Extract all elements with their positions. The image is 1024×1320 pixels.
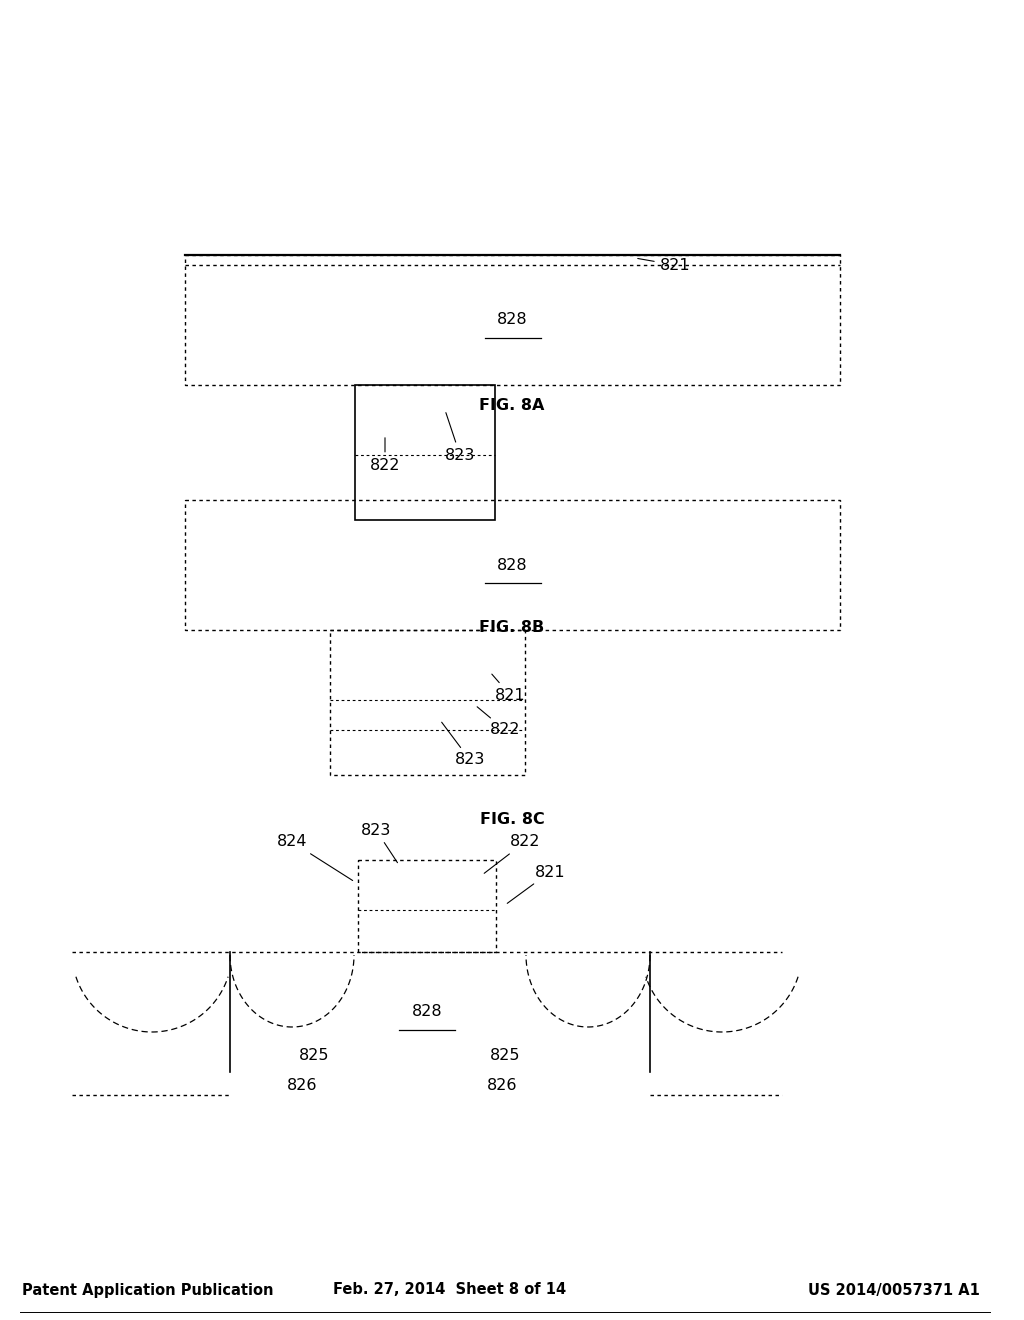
Text: 821: 821 (507, 865, 565, 903)
Text: FIG. 8B: FIG. 8B (479, 620, 545, 635)
Text: 826: 826 (287, 1077, 317, 1093)
Text: 823: 823 (441, 722, 485, 767)
Text: 822: 822 (370, 438, 400, 473)
Text: Patent Application Publication: Patent Application Publication (22, 1283, 273, 1298)
Text: 828: 828 (498, 557, 527, 573)
Bar (185, 500, 840, 630)
Text: 825: 825 (299, 1048, 330, 1063)
Text: Feb. 27, 2014  Sheet 8 of 14: Feb. 27, 2014 Sheet 8 of 14 (334, 1283, 566, 1298)
Text: 826: 826 (486, 1077, 517, 1093)
Text: FIG. 8A: FIG. 8A (479, 397, 545, 412)
Text: 823: 823 (360, 822, 397, 863)
Bar (358, 861, 496, 952)
Bar (355, 385, 495, 520)
Text: 822: 822 (484, 834, 541, 874)
Bar (330, 630, 525, 775)
Bar (185, 255, 840, 385)
Text: 828: 828 (412, 1005, 442, 1019)
Text: 825: 825 (489, 1048, 520, 1063)
Text: 823: 823 (444, 413, 475, 462)
Text: 822: 822 (477, 706, 520, 738)
Text: US 2014/0057371 A1: US 2014/0057371 A1 (808, 1283, 980, 1298)
Text: 821: 821 (492, 675, 525, 702)
Text: 821: 821 (638, 257, 690, 272)
Text: 828: 828 (498, 313, 527, 327)
Text: FIG. 8C: FIG. 8C (479, 813, 545, 828)
Text: 824: 824 (276, 834, 352, 880)
